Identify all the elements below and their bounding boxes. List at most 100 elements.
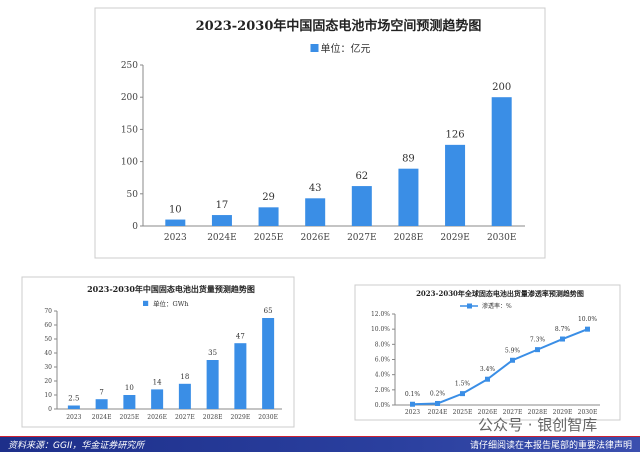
point-value-label: 5.9% <box>505 347 521 354</box>
y-tick-label: 250 <box>121 61 138 71</box>
y-tick-label: 12.0% <box>371 311 390 318</box>
x-tick-label: 2025E <box>453 409 473 416</box>
y-tick-label: 10.0% <box>371 326 390 333</box>
y-tick-label: 70 <box>44 308 52 315</box>
disclaimer-text: 请仔细阅读在本报告尾部的重要法律声明 <box>469 441 632 451</box>
y-tick-label: 4.0% <box>375 372 391 379</box>
bar-value-label: 2.5 <box>68 395 79 403</box>
chart-title: 2023-2030年中国固态电池市场空间预测趋势图 <box>196 18 482 34</box>
point-value-label: 0.2% <box>430 390 446 397</box>
bar-value-label: 14 <box>153 379 162 387</box>
bar-value-label: 7 <box>99 388 103 396</box>
x-tick-label: 2026E <box>147 414 167 421</box>
x-tick-label: 2026E <box>478 409 498 416</box>
x-tick-label: 2028E <box>203 414 223 421</box>
bar <box>305 198 326 226</box>
y-tick-label: 20 <box>44 378 52 385</box>
x-tick-label: 2023 <box>164 233 187 243</box>
legend-marker <box>467 303 472 309</box>
data-point <box>435 400 440 406</box>
y-tick-label: 30 <box>44 364 52 371</box>
x-tick-label: 2028E <box>394 233 423 243</box>
y-tick-label: 6.0% <box>375 357 391 364</box>
bar-value-label: 10 <box>125 384 134 392</box>
bar <box>67 405 80 409</box>
data-point <box>585 326 590 332</box>
bar-value-label: 62 <box>355 171 368 182</box>
bar <box>123 395 136 409</box>
x-tick-label: 2025E <box>120 414 140 421</box>
bar-value-label: 200 <box>492 82 511 93</box>
y-tick-label: 0 <box>48 406 52 413</box>
legend-label: 单位：亿元 <box>321 42 371 55</box>
x-tick-label: 2024E <box>428 409 448 416</box>
bar <box>491 97 512 226</box>
legend-label: 单位：GWh <box>153 299 189 308</box>
x-tick-label: 2030E <box>487 233 516 243</box>
x-tick-label: 2027E <box>175 414 195 421</box>
point-value-label: 0.1% <box>405 391 421 398</box>
data-point <box>535 347 540 353</box>
bar <box>234 343 247 409</box>
bar <box>95 399 108 409</box>
data-point <box>485 376 490 382</box>
bar-value-label: 65 <box>264 307 273 315</box>
wechat-watermark: 公众号 · 银创智库 <box>478 416 598 434</box>
bar <box>178 383 191 409</box>
x-tick-label: 2030E <box>258 414 278 421</box>
y-tick-label: 60 <box>44 322 52 329</box>
point-value-label: 3.4% <box>480 366 496 373</box>
bar <box>206 360 219 409</box>
legend-swatch <box>143 300 149 306</box>
data-point <box>460 391 465 397</box>
point-value-label: 8.7% <box>555 326 571 333</box>
x-tick-label: 2024E <box>207 233 236 243</box>
bar-value-label: 10 <box>169 204 182 215</box>
x-tick-label: 2029E <box>440 233 469 243</box>
point-value-label: 1.5% <box>455 381 471 388</box>
y-tick-label: 10 <box>44 392 52 399</box>
x-tick-label: 2025E <box>254 233 283 243</box>
legend-swatch <box>310 44 319 52</box>
x-tick-label: 2027E <box>503 409 523 416</box>
x-tick-label: 2024E <box>92 414 112 421</box>
chart-title: 2023-2030年中国固态电池出货量预测趋势图 <box>87 284 255 294</box>
point-value-label: 10.0% <box>578 316 597 323</box>
y-tick-label: 2.0% <box>375 387 391 394</box>
bar <box>258 207 279 226</box>
bar-value-label: 29 <box>262 192 275 203</box>
footer-bar: 资料来源：GGII，华金证券研究所 请仔细阅读在本报告尾部的重要法律声明 <box>0 436 640 452</box>
x-tick-label: 2030E <box>578 409 598 416</box>
x-tick-label: 2027E <box>347 233 376 243</box>
y-tick-label: 100 <box>121 158 138 168</box>
source-text: 资料来源：GGII，华金证券研究所 <box>8 441 145 451</box>
y-tick-label: 200 <box>121 93 138 103</box>
x-tick-label: 2023 <box>405 409 420 416</box>
data-point <box>410 401 415 407</box>
y-tick-label: 150 <box>121 125 138 135</box>
series-line <box>412 328 588 406</box>
y-tick-label: 0.0% <box>375 402 391 409</box>
x-tick-label: 2028E <box>528 409 548 416</box>
x-tick-label: 2023 <box>66 414 81 421</box>
bar <box>398 168 419 226</box>
bar-value-label: 126 <box>446 130 465 141</box>
y-tick-label: 0 <box>132 222 138 232</box>
bar <box>151 389 164 409</box>
bar-value-label: 18 <box>180 373 189 381</box>
bar <box>211 215 232 226</box>
y-tick-label: 50 <box>44 336 52 343</box>
x-tick-label: 2029E <box>553 409 573 416</box>
bar <box>165 219 186 226</box>
chart-frame-2 <box>354 284 621 421</box>
bar <box>445 144 466 226</box>
y-tick-label: 50 <box>127 190 139 200</box>
bar-value-label: 17 <box>216 200 229 211</box>
data-point <box>560 336 565 342</box>
bar <box>351 186 372 226</box>
bar-value-label: 47 <box>236 332 245 340</box>
point-value-label: 7.3% <box>530 337 546 344</box>
y-tick-label: 8.0% <box>375 341 391 348</box>
bar-value-label: 89 <box>402 153 415 164</box>
